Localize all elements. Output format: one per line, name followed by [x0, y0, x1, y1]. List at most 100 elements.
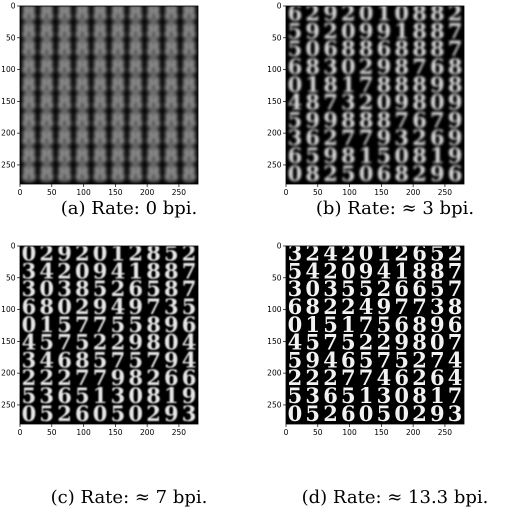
digit-cell: 8: [164, 143, 179, 168]
digit-cell: 8: [93, 18, 108, 43]
digit-cell: 4: [305, 258, 320, 283]
digit-cell: 5: [377, 401, 392, 426]
x-tick-label: 250: [172, 188, 187, 197]
y-tick-label: 250: [267, 161, 282, 170]
digit-cell: 8: [377, 72, 392, 97]
digit-cell: 0: [22, 241, 37, 266]
y-tick-label: 50: [272, 33, 282, 42]
digit-cell: 0: [22, 401, 37, 426]
y-tick-label: 0: [277, 2, 282, 11]
digit-cell: 1: [305, 312, 320, 337]
panel-c-plot: 0 2 9 2 0 1 2 8 5 23 4 2 0 9 4 1 8 8 73 0 3 8 5 2 6 5 8 76 8 0 2 9 4 9 7 3 5…: [1, 241, 199, 437]
digit-cell: 8: [146, 90, 161, 115]
digit-cell: 8: [448, 72, 463, 97]
digit-cell: 2: [146, 401, 161, 426]
digit-cell: 2: [323, 258, 338, 283]
digit-cell: 5: [75, 383, 90, 408]
digit-cell: 6: [288, 1, 303, 26]
digit-cell: 0: [394, 401, 409, 426]
digit-cell: 7: [448, 383, 463, 408]
digit-cell: 4: [377, 365, 392, 390]
y-tick-label: 0: [277, 242, 282, 251]
digit-cell: 0: [93, 241, 108, 266]
digit-cell: 8: [412, 383, 427, 408]
digit-cell: 7: [394, 294, 409, 319]
x-tick-label: 200: [140, 188, 155, 197]
y-tick-label: 0: [11, 2, 16, 11]
digit-cell: 5: [39, 330, 54, 355]
x-tick-label: 250: [438, 428, 453, 437]
digit-cell: 8: [128, 1, 143, 26]
digit-cell: 8: [22, 161, 37, 186]
digit-cell: 3: [182, 401, 197, 426]
digit-cell: 8: [430, 18, 445, 43]
digit-cell: 3: [377, 383, 392, 408]
digit-cell: 5: [288, 347, 303, 372]
digit-cell: 8: [146, 54, 161, 79]
panel-d-plot: 3 2 4 2 0 1 2 6 5 25 4 2 0 9 4 1 8 8 73 0 3 5 5 2 6 6 5 76 8 2 2 4 9 7 7 3 8…: [267, 241, 465, 437]
digit-cell: 8: [377, 107, 392, 132]
digit-cell: 8: [93, 107, 108, 132]
digit-cell: 8: [182, 90, 197, 115]
digit-cell: 9: [448, 143, 463, 168]
digit-cell: 6: [448, 161, 463, 186]
digit-cell: 7: [182, 258, 197, 283]
digit-cell: 4: [288, 90, 303, 115]
digit-cell: 1: [164, 383, 179, 408]
digit-cell: 5: [288, 258, 303, 283]
digit-cell: 8: [128, 54, 143, 79]
digit-cell: 8: [93, 143, 108, 168]
digit-cell: 5: [323, 312, 338, 337]
digit-cell: 8: [111, 90, 126, 115]
digit-cell: 8: [39, 72, 54, 97]
digit-cell: 9: [323, 1, 338, 26]
digit-cell: 3: [288, 276, 303, 301]
digit-cell: 6: [182, 312, 197, 337]
digit-cell: 8: [39, 54, 54, 79]
digit-cell: 8: [75, 276, 90, 301]
digit-cell: 3: [305, 383, 320, 408]
digit-cell: 4: [39, 347, 54, 372]
digit-cell: 1: [377, 1, 392, 26]
digit-cell: 5: [57, 312, 72, 337]
digit-cell: 6: [323, 36, 338, 61]
x-tick-label: 150: [374, 188, 389, 197]
digit-cell: 0: [430, 90, 445, 115]
x-tick-label: 200: [406, 428, 421, 437]
digit-cell: 3: [57, 276, 72, 301]
digit-cell: 0: [359, 241, 374, 266]
digit-cell: 8: [93, 125, 108, 150]
digit-cell: 1: [128, 258, 143, 283]
x-tick-label: 0: [284, 428, 289, 437]
digit-cell: 8: [164, 18, 179, 43]
digit-cell: 6: [323, 383, 338, 408]
digit-cell: 9: [377, 125, 392, 150]
digit-cell: 2: [341, 1, 356, 26]
digit-cell: 3: [430, 294, 445, 319]
image-grid-background: [286, 6, 464, 184]
digit-cell: 7: [146, 294, 161, 319]
digit-cell: 5: [288, 36, 303, 61]
digit-cell: 1: [111, 241, 126, 266]
digit-cell: 2: [394, 241, 409, 266]
digit-cell: 2: [412, 125, 427, 150]
digit-cell: 6: [377, 161, 392, 186]
digit-cell: 7: [412, 294, 427, 319]
digit-cell: 4: [288, 330, 303, 355]
digit-cell: 1: [430, 143, 445, 168]
digit-cell: 2: [75, 241, 90, 266]
digit-cell: 8: [111, 107, 126, 132]
digit-cell: 7: [448, 276, 463, 301]
digit-cell: 5: [93, 276, 108, 301]
digit-cell: 6: [412, 276, 427, 301]
y-tick-label: 100: [1, 305, 16, 314]
digit-cell: 8: [57, 143, 72, 168]
digit-cell: 9: [377, 18, 392, 43]
digit-cell: 3: [288, 241, 303, 266]
digit-cell: 8: [164, 258, 179, 283]
digit-cell: 8: [75, 54, 90, 79]
digit-cell: 9: [164, 401, 179, 426]
digit-cell: 2: [377, 276, 392, 301]
digit-cell: 8: [182, 72, 197, 97]
digit-cell: 5: [305, 330, 320, 355]
